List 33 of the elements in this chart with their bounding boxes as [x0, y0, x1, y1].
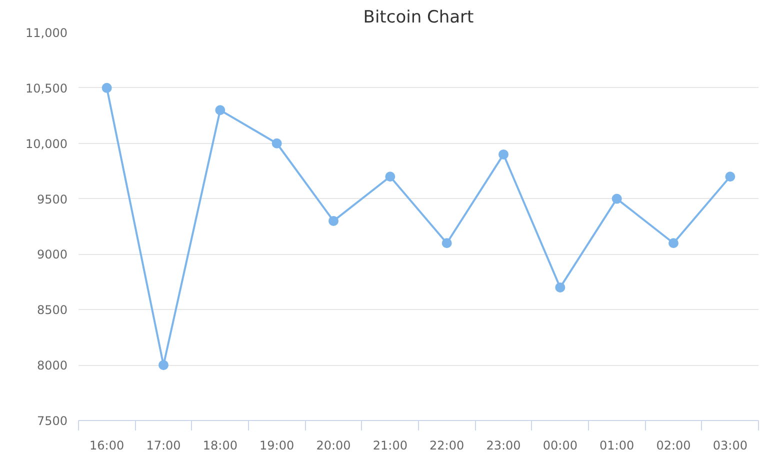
y-tick-label: 8500 — [36, 303, 68, 318]
x-tick-label: 00:00 — [542, 438, 578, 452]
point — [272, 138, 282, 148]
y-tick-label: 10,500 — [26, 81, 68, 96]
x-tick-label: 19:00 — [260, 438, 294, 452]
x-tick-label: 18:00 — [202, 438, 238, 452]
y-tick-label: 7500 — [36, 414, 68, 428]
point — [328, 216, 338, 226]
x-tick-label: 17:00 — [146, 438, 181, 452]
y-tick-label: 9000 — [36, 248, 68, 262]
y-tick-label: 10,000 — [26, 136, 68, 151]
x-tick-label: 22:00 — [430, 438, 464, 452]
point — [498, 149, 508, 160]
x-tick-label: 20:00 — [316, 438, 351, 452]
x-tick-label: 01:00 — [600, 438, 634, 452]
point — [215, 105, 226, 116]
point — [442, 238, 452, 248]
x-tick-label: 02:00 — [656, 438, 691, 452]
x-tick-label: 16:00 — [90, 438, 124, 452]
x-tick-label: 03:00 — [712, 438, 748, 452]
point — [668, 238, 678, 248]
point — [385, 172, 396, 182]
point — [158, 360, 168, 370]
point — [612, 194, 622, 204]
point — [555, 282, 566, 292]
y-tick-label: 8000 — [36, 358, 68, 373]
chart-title: Bitcoin Chart — [363, 8, 474, 28]
y-tick-label: 11,000 — [26, 26, 68, 40]
x-tick-label: 21:00 — [372, 438, 408, 452]
y-tick-label: 9500 — [36, 192, 68, 206]
point — [102, 82, 112, 93]
x-tick-label: 23:00 — [486, 438, 521, 452]
point — [725, 172, 736, 182]
